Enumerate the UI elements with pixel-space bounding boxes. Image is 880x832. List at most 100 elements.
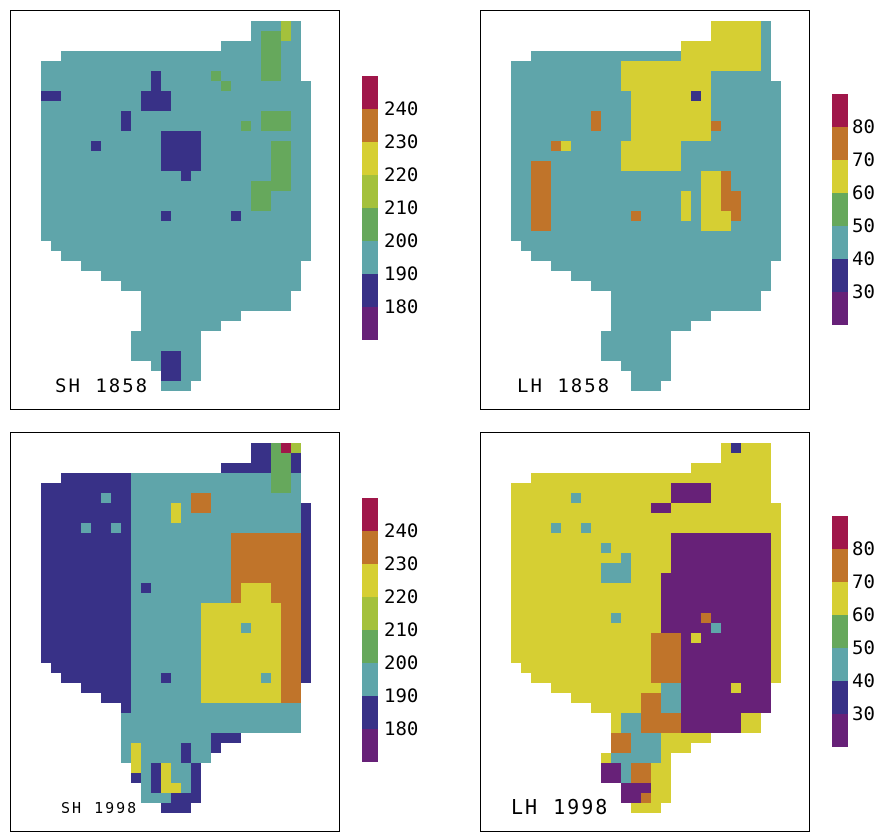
map-cell-patch xyxy=(151,71,161,101)
map-cell-row xyxy=(131,341,201,351)
map-cell-row xyxy=(511,201,781,211)
colorbar-swatch xyxy=(362,564,378,597)
map-cell-patch xyxy=(531,161,551,231)
map-cell-row xyxy=(721,443,771,453)
map-cell-patch xyxy=(131,743,141,773)
map-cell-patch xyxy=(231,211,241,221)
colorbar-swatch xyxy=(832,259,848,292)
colorbar-label: 240 xyxy=(384,520,419,542)
colorbar-swatch xyxy=(362,109,378,142)
colorbar-swatch xyxy=(832,681,848,714)
map-cell-row xyxy=(571,271,771,281)
map-sh-1998 xyxy=(41,443,311,813)
map-cell-row xyxy=(41,101,311,111)
map-cell-row xyxy=(511,633,781,643)
map-cell-patch xyxy=(111,523,121,533)
map-cell-row xyxy=(511,603,781,613)
map-cell-row xyxy=(141,311,241,321)
map-cell-patch xyxy=(621,61,681,91)
map-cell-patch xyxy=(241,121,251,131)
colorbar-swatch xyxy=(832,226,848,259)
map-cell-row xyxy=(511,533,781,543)
map-cell-patch xyxy=(691,633,701,643)
map-lh-1858 xyxy=(511,21,781,391)
map-cell-patch xyxy=(141,563,161,583)
colorbar-swatch xyxy=(362,696,378,729)
map-cell-row xyxy=(161,381,191,391)
colorbar-swatch xyxy=(362,208,378,241)
map-cell-patch xyxy=(731,683,741,693)
colorbar-label: 200 xyxy=(384,230,419,252)
map-cell-row xyxy=(511,493,771,503)
colorbar-label: 60 xyxy=(852,182,875,204)
map-cell-patch xyxy=(711,623,721,633)
colorbar-swatch xyxy=(362,498,378,531)
panel-label: SH 1858 xyxy=(55,375,150,397)
map-cell-row xyxy=(141,301,291,311)
colorbar-swatch xyxy=(362,241,378,274)
colorbar-label: 60 xyxy=(852,604,875,626)
map-cell-patch xyxy=(271,443,291,493)
map-cell-patch xyxy=(671,483,711,503)
colorbar-swatch xyxy=(362,597,378,630)
map-cell-row xyxy=(601,351,671,361)
colorbar-swatch xyxy=(832,714,848,747)
colorbar-swatch xyxy=(832,127,848,160)
colorbar-label: 80 xyxy=(852,538,875,560)
panel-label: LH 1858 xyxy=(517,375,612,397)
map-cell-row xyxy=(61,251,311,261)
map-cell-patch xyxy=(181,171,191,181)
map-cell-row xyxy=(101,271,301,281)
map-cell-row xyxy=(631,371,671,381)
map-cell-row xyxy=(511,523,781,533)
map-cell-row xyxy=(131,331,201,341)
map-cell-patch xyxy=(271,141,291,191)
colorbar-swatch xyxy=(832,160,848,193)
map-panel-sh-1858: SH 1858 xyxy=(10,10,340,410)
map-cell-row xyxy=(511,221,781,231)
map-cell-patch xyxy=(191,493,211,513)
colorbar-swatch xyxy=(832,615,848,648)
map-panel-lh-1858: LH 1858 xyxy=(480,10,810,410)
colorbar-swatch xyxy=(362,531,378,564)
map-cell-patch xyxy=(711,121,721,131)
map-cell-row xyxy=(141,291,291,301)
colorbar-swatch xyxy=(362,630,378,663)
colorbar-label: 210 xyxy=(384,197,419,219)
map-cell-patch xyxy=(631,211,641,221)
map-cell-patch xyxy=(241,623,251,633)
map-cell-patch xyxy=(91,141,101,151)
colorbar-label: 230 xyxy=(384,131,419,153)
map-cell-patch xyxy=(581,523,591,533)
colorbar-swatch xyxy=(362,274,378,307)
colorbar-label: 210 xyxy=(384,619,419,641)
map-cell-row xyxy=(511,643,781,653)
map-cell-row xyxy=(511,553,781,563)
map-cell-row xyxy=(41,181,311,191)
map-cell-row xyxy=(511,503,781,513)
map-cell-row xyxy=(41,81,311,91)
map-cell-patch xyxy=(571,493,581,503)
colorbar-swatch xyxy=(832,582,848,615)
colorbar-swatch xyxy=(832,648,848,681)
map-cell-patch xyxy=(641,793,651,803)
map-cell-patch xyxy=(161,783,181,793)
map-cell-row xyxy=(81,261,301,271)
colorbar-label: 40 xyxy=(852,248,875,270)
map-cell-row xyxy=(511,191,781,201)
map-cell-patch xyxy=(621,141,681,171)
map-cell-row xyxy=(41,221,311,231)
map-cell-patch xyxy=(631,763,651,783)
map-cell-row xyxy=(531,473,771,483)
colorbar-lh-1858 xyxy=(832,94,848,325)
map-cell-patch xyxy=(731,191,741,221)
map-cell-row xyxy=(41,121,311,131)
map-cell-row xyxy=(511,593,781,603)
map-cell-row xyxy=(141,321,221,331)
colorbar-label: 230 xyxy=(384,553,419,575)
map-cell-row xyxy=(221,463,301,473)
map-cell-row xyxy=(511,231,781,241)
map-cell-row xyxy=(511,583,781,593)
map-cell-row xyxy=(551,261,771,271)
colorbar-swatch xyxy=(832,549,848,582)
